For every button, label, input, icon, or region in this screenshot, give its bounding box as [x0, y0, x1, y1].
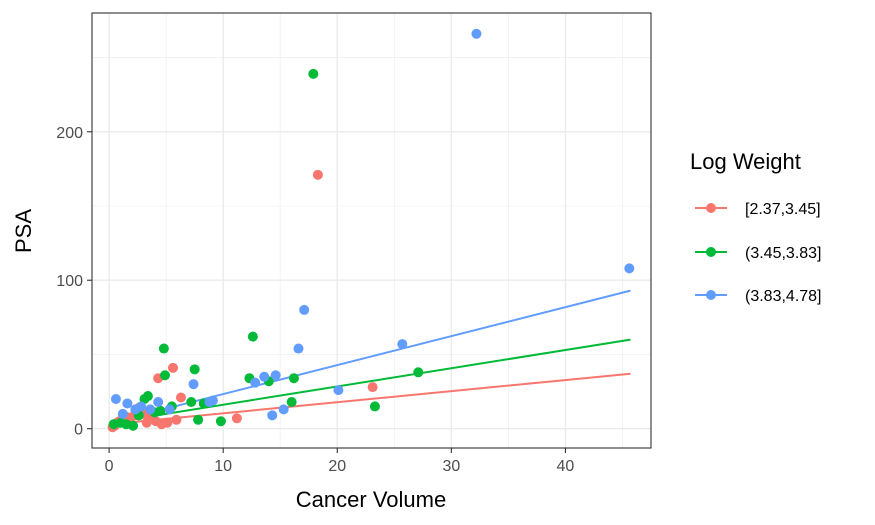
plot-border: [91, 12, 652, 449]
legend-key-point: [706, 203, 716, 213]
data-point-series-2: [142, 391, 153, 402]
data-point-series-2: [155, 405, 166, 416]
legend-title: Log Weight: [690, 149, 801, 174]
x-tick-label: 30: [442, 458, 460, 475]
legend-key-point: [706, 290, 716, 300]
data-point-series-2: [128, 420, 139, 431]
major-gridlines: [92, 13, 651, 448]
data-point-series-1: [312, 169, 323, 180]
y-tick-label: 0: [74, 422, 83, 439]
data-point-series-3: [278, 404, 289, 415]
plot-panel: [92, 13, 651, 448]
data-point-series-1: [231, 413, 242, 424]
x-tick-label: 10: [214, 458, 232, 475]
data-point-series-1: [171, 414, 182, 425]
data-point-series-3: [624, 263, 635, 274]
data-point-series-3: [397, 339, 408, 350]
data-point-series-3: [299, 304, 310, 315]
legend-label: (3.45,3.83]: [745, 245, 822, 262]
x-tick-label: 40: [557, 458, 575, 475]
data-point-series-1: [367, 382, 378, 393]
data-point-series-3: [117, 408, 128, 419]
x-tick-label: 20: [328, 458, 346, 475]
data-point-series-2: [369, 401, 380, 412]
data-point-series-2: [413, 367, 424, 378]
data-point-series-2: [186, 396, 197, 407]
fit-line-series-3: [110, 289, 631, 424]
data-point-series-2: [158, 343, 169, 354]
legend: Log Weight [2.37,3.45] (3.45,3.83] (3.83,4…: [690, 149, 822, 305]
data-point-series-2: [286, 396, 297, 407]
data-point-series-2: [189, 364, 200, 375]
data-point-series-3: [136, 401, 147, 412]
legend-label: (3.83,4.78]: [745, 288, 822, 305]
data-point-series-3: [110, 394, 121, 405]
data-points: [107, 28, 635, 433]
data-point-series-2: [160, 370, 171, 381]
y-tick-label: 200: [56, 125, 83, 142]
data-point-series-2: [193, 414, 204, 425]
data-point-series-1: [175, 392, 186, 403]
y-tick-label: 100: [56, 273, 83, 290]
data-point-series-2: [215, 416, 226, 427]
data-point-series-1: [162, 417, 173, 428]
data-point-series-2: [308, 68, 319, 79]
x-tick-label: 0: [105, 458, 114, 475]
data-point-series-2: [288, 373, 299, 384]
data-point-series-3: [270, 370, 281, 381]
x-axis-title: Cancer Volume: [296, 487, 446, 512]
axis-ticks: [87, 131, 566, 453]
data-point-series-3: [250, 377, 261, 388]
data-point-series-3: [267, 410, 278, 421]
data-point-series-3: [471, 28, 482, 39]
legend-label: [2.37,3.45]: [745, 201, 821, 218]
minor-gridlines: [92, 13, 651, 448]
data-point-series-3: [122, 398, 133, 409]
data-point-series-3: [259, 371, 270, 382]
legend-key-point: [706, 247, 716, 257]
data-point-series-3: [333, 385, 344, 396]
data-point-series-1: [167, 362, 178, 373]
y-axis-title: PSA: [11, 209, 36, 253]
data-point-series-3: [293, 343, 304, 354]
data-point-series-2: [247, 331, 258, 342]
fit-line-series-2: [110, 338, 631, 424]
data-point-series-3: [145, 404, 156, 415]
data-point-series-3: [153, 396, 164, 407]
data-point-series-3: [207, 395, 218, 406]
data-point-series-3: [188, 379, 199, 390]
data-point-series-3: [164, 404, 175, 415]
tick-labels: 0 10 20 30 40 0 100 200: [56, 125, 574, 475]
